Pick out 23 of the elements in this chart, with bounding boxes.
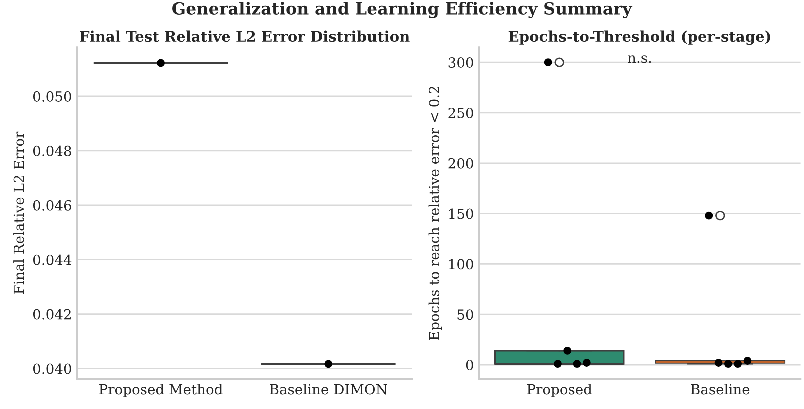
y-tick-label: 100 — [450, 259, 474, 270]
y-axis-title: Final Relative L2 Error — [14, 132, 24, 294]
y-tick-label: 0.050 — [33, 91, 72, 102]
y-tick-label: 0.048 — [33, 146, 72, 156]
x-tick-label: Proposed Method — [100, 384, 223, 398]
y-tick-label: 200 — [448, 158, 474, 169]
y-tick-label: 300 — [448, 58, 474, 68]
y-tick-label: 250 — [448, 108, 474, 118]
y-tick-label: 0.040 — [33, 364, 72, 374]
y-tick-label: 0.044 — [33, 254, 72, 266]
y-axis-title: Epochs to reach relative error < 0.2 — [428, 86, 442, 340]
y-tick-label: 50 — [458, 310, 474, 320]
annotation: n.s. — [628, 56, 652, 64]
x-tick-label: Proposed — [527, 384, 592, 398]
y-tick-label: 0 — [466, 360, 474, 370]
y-tick-label: 150 — [450, 208, 474, 220]
y-tick-label: 0.042 — [33, 309, 71, 320]
chart-title: Epochs-to-Threshold (per-stage) — [508, 30, 770, 46]
x-tick-label: Baseline — [691, 384, 750, 395]
chart-title: Final Test Relative L2 Error Distribution — [80, 30, 410, 42]
y-tick-label: 0.046 — [33, 200, 72, 211]
x-tick-label: Baseline DIMON — [270, 384, 388, 395]
text: Generalization and Learning Efficiency Summary — [172, 2, 633, 18]
